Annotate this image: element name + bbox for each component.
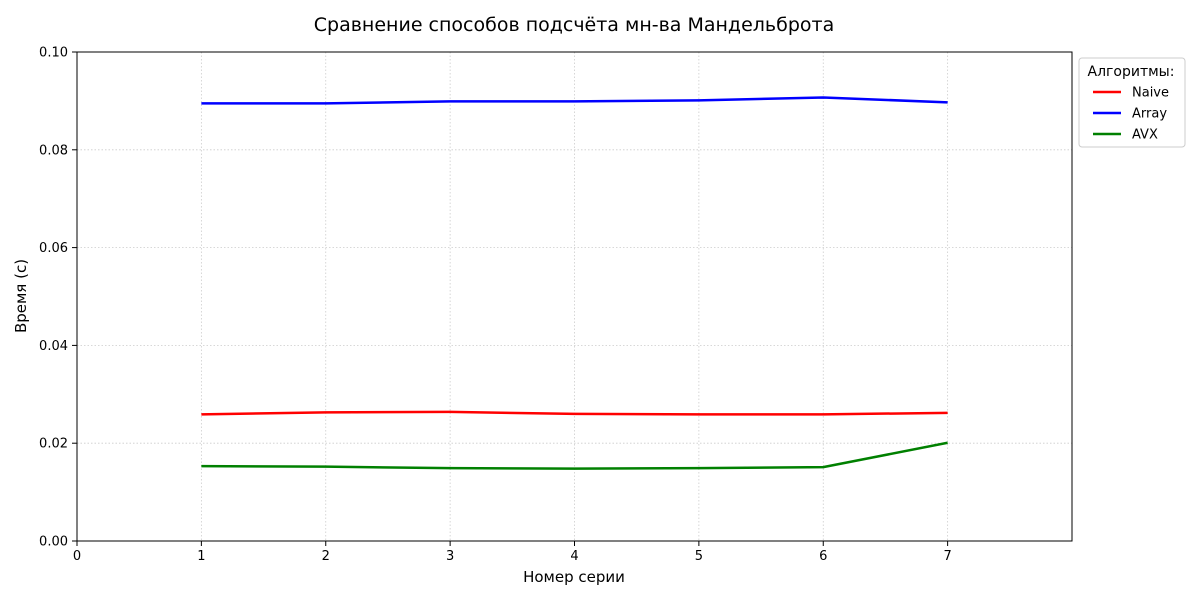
x-tick-label: 7 (943, 549, 951, 564)
x-tick-label: 0 (73, 549, 81, 564)
legend-title: Алгоритмы: (1088, 64, 1175, 80)
chart-title: Сравнение способов подсчёта мн-ва Мандел… (314, 14, 834, 36)
x-axis-label: Номер серии (523, 568, 625, 586)
x-tick-label: 2 (322, 549, 330, 564)
legend-label-avx: AVX (1132, 128, 1158, 143)
x-tick-label: 6 (819, 549, 827, 564)
y-tick-label: 0.06 (39, 241, 68, 256)
legend-label-array: Array (1132, 107, 1167, 122)
series-line-avx (201, 441, 948, 470)
y-tick-label: 0.10 (39, 46, 68, 61)
series-lines (201, 96, 948, 470)
series-line-array (201, 96, 948, 105)
x-axis: 0 1 2 3 4 5 6 7 (73, 541, 952, 564)
x-tick-label: 5 (695, 549, 703, 564)
series-line-naive (201, 410, 948, 416)
x-tick-label: 3 (446, 549, 454, 564)
y-tick-label: 0.04 (39, 339, 68, 354)
legend: Алгоритмы: Naive Array AVX (1078, 57, 1186, 148)
legend-label-naive: Naive (1132, 86, 1169, 101)
y-tick-label: 0.02 (39, 437, 68, 452)
y-tick-label: 0.00 (39, 535, 68, 550)
y-axis: 0.00 0.02 0.04 0.06 0.08 0.10 (39, 46, 77, 550)
x-tick-label: 4 (570, 549, 578, 564)
y-axis-label: Время (с) (12, 259, 30, 333)
x-tick-label: 1 (197, 549, 205, 564)
y-tick-label: 0.08 (39, 143, 68, 158)
legend-box (1078, 57, 1186, 148)
grid (77, 52, 1072, 541)
